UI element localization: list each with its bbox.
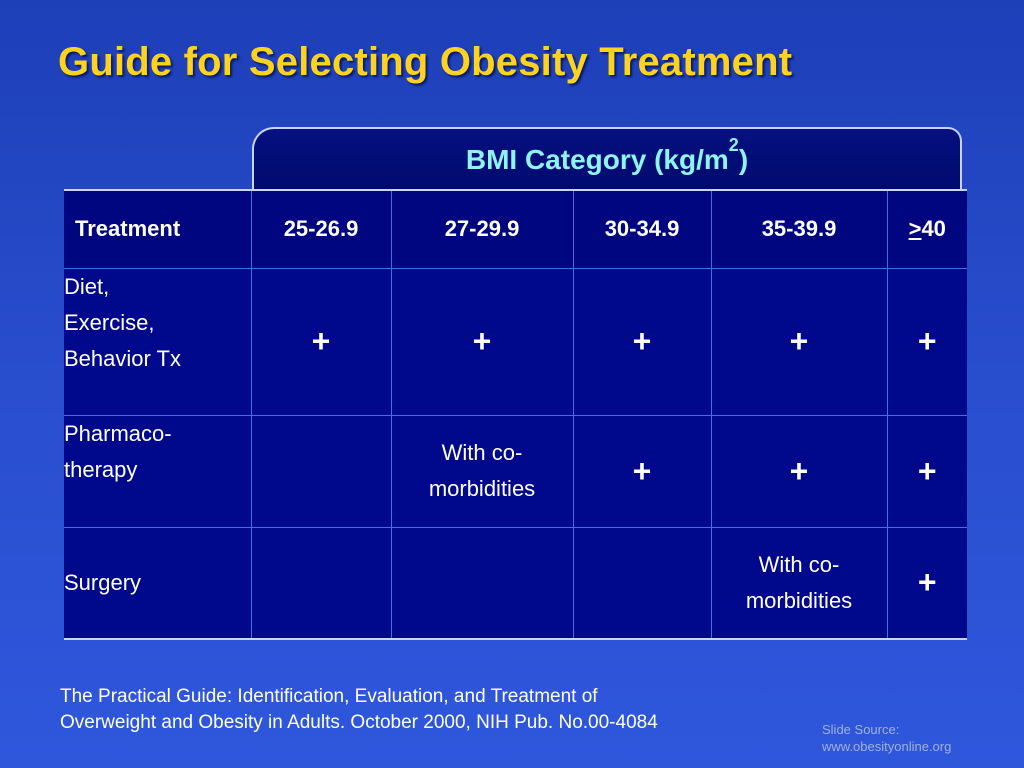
table-cell: + [572,268,712,416]
column-header-25-26-9: 25-26.9 [250,189,392,269]
table-cell: + [886,527,967,640]
note-line: morbidities [428,476,536,501]
bmi-category-close: ) [738,144,749,175]
column-header-30-34-9: 30-34.9 [572,189,712,269]
note-line: With co- [758,551,840,577]
comorbidity-note: With co-morbidities [429,435,535,507]
row-label-line: Diet, [64,273,110,299]
column-header-27-29-9: 27-29.9 [390,189,574,269]
column-header-40-value: 40 [921,216,946,242]
table-cell: With co-morbidities [390,415,574,528]
table-cell: With co-morbidities [710,527,888,640]
row-label-surgery: Surgery [64,527,252,640]
note-line: morbidities [745,587,853,613]
bmi-category-header: BMI Category (kg/m2) [252,127,962,189]
table-cell: + [572,415,712,528]
table-row: Diet, Exercise, Behavior Tx + + + + + [64,268,967,416]
plus-mark: + [632,452,652,489]
treatment-table: Treatment 25-26.9 27-29.9 30-34.9 35-39.… [64,189,967,640]
note-line: With co- [441,440,523,465]
plus-mark: + [917,323,937,359]
citation: The Practical Guide: Identification, Eva… [60,684,820,736]
plus-mark: + [632,323,652,359]
table-header-row: Treatment 25-26.9 27-29.9 30-34.9 35-39.… [64,189,967,269]
citation-line: The Practical Guide: Identification, Eva… [60,686,598,707]
treatment-column-header: Treatment [64,189,252,269]
comorbidity-note: With co-morbidities [746,547,852,619]
source-label: Slide Source: [822,722,900,737]
table-cell-empty [250,527,392,640]
row-label-line: Behavior Tx [64,345,181,371]
table-cell-empty [250,415,392,528]
plus-mark: + [789,452,809,489]
table-row: Pharmaco- therapy With co-morbidities + … [64,415,967,528]
table-cell: + [710,415,888,528]
column-header-40-plus: >40 [886,189,967,269]
table-cell: + [710,268,888,416]
bmi-category-label: BMI Category (kg/m [465,144,729,175]
table-cell: + [886,415,967,528]
table-cell-empty [572,527,712,640]
slide-source: Slide Source: www.obesityonline.org [822,721,951,755]
plus-mark: + [917,564,937,601]
row-label-diet: Diet, Exercise, Behavior Tx [64,268,252,416]
table-cell: + [250,268,392,416]
slide-title: Guide for Selecting Obesity Treatment [58,40,793,84]
table-row: Surgery With co-morbidities + [64,527,967,640]
column-header-35-39-9: 35-39.9 [710,189,888,269]
table-cell-empty [390,527,574,640]
row-label-pharmacotherapy: Pharmaco- therapy [64,415,252,528]
plus-mark: + [789,323,809,359]
table-cell: + [390,268,574,416]
row-label-line: therapy [64,456,138,482]
gte-symbol: > [908,216,922,242]
table-cell: + [886,268,967,416]
row-label-line: Surgery [64,569,142,595]
plus-mark: + [472,323,492,359]
plus-mark: + [917,452,937,489]
bmi-unit-superscript: 2 [728,135,739,155]
source-url: www.obesityonline.org [822,739,952,754]
plus-mark: + [311,323,331,359]
citation-line: Overweight and Obesity in Adults. Octobe… [60,712,658,733]
row-label-line: Pharmaco- [64,420,172,446]
row-label-line: Exercise, [64,309,155,335]
